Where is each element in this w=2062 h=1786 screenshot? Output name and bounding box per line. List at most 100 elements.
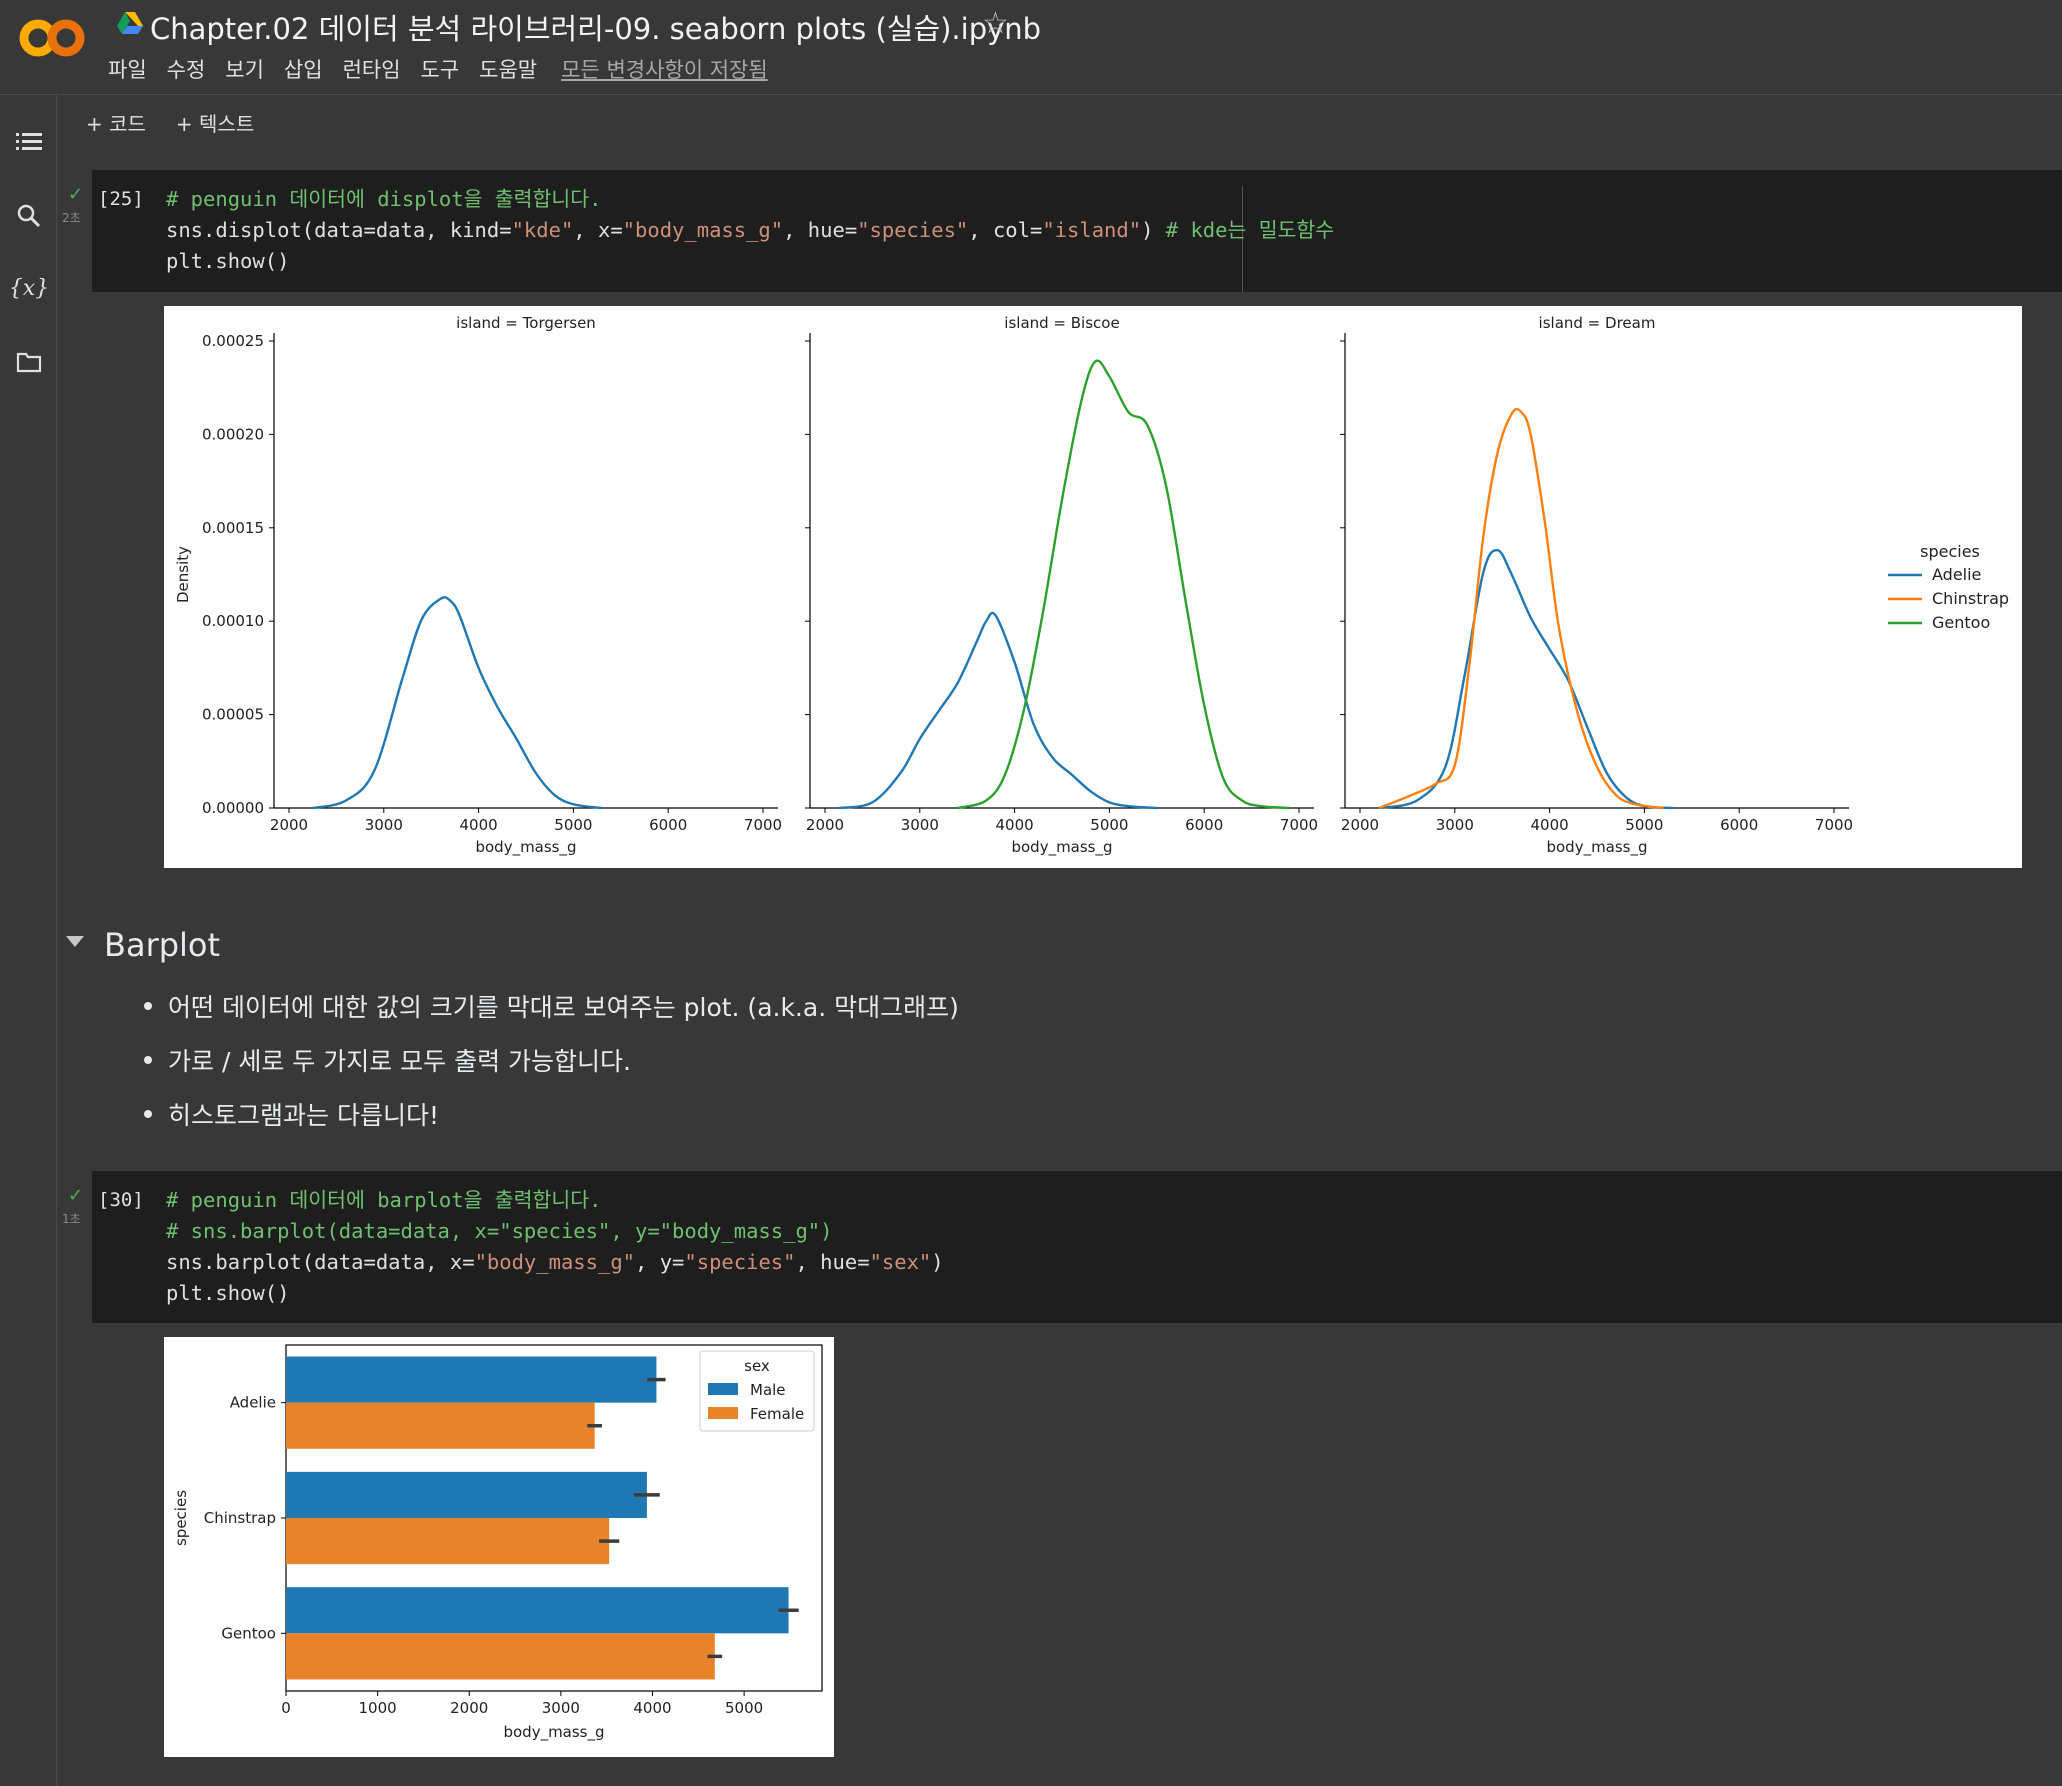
legend-title: species <box>1920 542 1980 561</box>
star-icon[interactable]: ☆ <box>982 6 1009 41</box>
bullet-item: 히스토그램과는 다릅니다! <box>144 1096 959 1150</box>
x-axis-label: body_mass_g <box>475 838 576 857</box>
bar-female <box>286 1518 610 1565</box>
x-tick-label: 4000 <box>996 816 1034 834</box>
x-tick-label: 7000 <box>1815 816 1853 834</box>
y-tick-label: Chinstrap <box>204 1509 276 1527</box>
bar-male <box>286 1471 647 1518</box>
legend-title: sex <box>744 1357 770 1375</box>
menu-view[interactable]: 보기 <box>225 58 264 82</box>
legend-label: Adelie <box>1932 565 1981 584</box>
code-line[interactable]: plt.show() <box>166 1281 290 1305</box>
x-tick-label: 6000 <box>649 816 687 834</box>
y-tick-label: 0.00025 <box>202 332 264 350</box>
y-axis-label: species <box>172 1490 190 1546</box>
x-tick-label: 5000 <box>725 1699 763 1717</box>
code-line[interactable]: plt.show() <box>166 249 290 273</box>
code-cell[interactable]: [30] <box>92 1171 2062 1323</box>
kde-line-gentoo <box>957 359 1290 810</box>
x-tick-label: 2000 <box>1341 816 1379 834</box>
subplot-title: island = Dream <box>1539 314 1656 332</box>
x-axis-label: body_mass_g <box>503 1723 604 1742</box>
collapse-section-icon[interactable] <box>66 936 84 947</box>
x-tick-label: 5000 <box>554 816 592 834</box>
legend-label: Female <box>750 1405 804 1423</box>
cell-runtime: 1초 <box>62 1212 81 1226</box>
legend-swatch <box>708 1407 738 1419</box>
legend-label: Male <box>750 1381 786 1399</box>
legend-label: Chinstrap <box>1932 589 2009 608</box>
x-tick-label: 3000 <box>542 1699 580 1717</box>
code-line[interactable]: sns.barplot(data=data, x="body_mass_g", … <box>166 1250 944 1274</box>
add-text-button[interactable]: + 텍스트 <box>175 112 255 136</box>
y-tick-label: Adelie <box>230 1394 276 1412</box>
bar-female <box>286 1633 715 1680</box>
x-tick-label: 4000 <box>1531 816 1569 834</box>
x-tick-label: 7000 <box>1280 816 1318 834</box>
menu-edit[interactable]: 수정 <box>166 58 206 82</box>
kde-facet-chart: 0.00000 0.00005 0.00010 0.00015 0.00020 0.000… <box>174 314 2009 857</box>
notebook-title[interactable]: Chapter.02 데이터 분석 라이브러리-09. seaborn plot… <box>150 12 1042 46</box>
bullet-list: 어떤 데이터에 대한 값의 크기를 막대로 보여주는 plot. (a.k.a.… <box>144 988 959 1150</box>
menu-tools[interactable]: 도구 <box>420 58 460 82</box>
x-tick-label: 3000 <box>1436 816 1474 834</box>
cell-output-bar: Adelie Chinstrap Gentoo 0 1000 2000 3000 4000 50… <box>164 1337 834 1757</box>
y-axis-label: Density <box>174 546 192 603</box>
x-tick-label: 2000 <box>270 816 308 834</box>
code-line[interactable]: # penguin 데이터에 barplot을 출력합니다. <box>166 1188 602 1212</box>
subplot-title: island = Torgersen <box>456 314 596 332</box>
x-tick-label: 5000 <box>1090 816 1128 834</box>
x-tick-label: 1000 <box>359 1699 397 1717</box>
ruler-line <box>1242 186 1243 292</box>
menu-help[interactable]: 도움말 <box>479 58 538 82</box>
x-tick-label: 4000 <box>460 816 498 834</box>
bullet-item: 가로 / 세로 두 가지로 모두 출력 가능합니다. <box>144 1042 959 1096</box>
kde-line-adelie <box>1378 549 1673 810</box>
bar-male <box>286 1356 657 1403</box>
add-code-button[interactable]: + 코드 <box>86 112 146 136</box>
x-tick-label: 6000 <box>1185 816 1223 834</box>
x-tick-label: 4000 <box>633 1699 671 1717</box>
section-heading: Barplot <box>104 926 221 964</box>
bullet-item: 어떤 데이터에 대한 값의 크기를 막대로 보여주는 plot. (a.k.a.… <box>144 988 959 1042</box>
code-line[interactable]: sns.displot(data=data, kind="kde", x="bo… <box>166 218 1335 242</box>
variables-icon[interactable]: {x} <box>8 275 50 301</box>
kde-line-chinstrap <box>1378 407 1664 810</box>
code-line[interactable]: # penguin 데이터에 displot을 출력합니다. <box>166 187 602 211</box>
cell-output-kde: 0.00000 0.00005 0.00010 0.00015 0.00020 0.000… <box>164 306 2022 868</box>
left-sidebar: {x} <box>0 95 57 1786</box>
table-of-contents-icon[interactable] <box>14 127 44 157</box>
notebook-toolbar: + 코드 + 텍스트 <box>86 108 254 137</box>
execution-count: [30] <box>98 1189 144 1211</box>
y-tick-label: 0.00015 <box>202 519 264 537</box>
x-tick-label: 7000 <box>744 816 782 834</box>
x-tick-label: 6000 <box>1720 816 1758 834</box>
x-tick-label: 2000 <box>450 1699 488 1717</box>
kde-line-adelie <box>312 596 602 810</box>
app-header: Chapter.02 데이터 분석 라이브러리-09. seaborn plot… <box>0 0 2062 95</box>
menu-bar: 파일 수정 보기 삽입 런타임 도구 도움말 모든 변경사항이 저장됨 <box>108 54 768 84</box>
x-tick-label: 3000 <box>365 816 403 834</box>
run-success-icon: ✓ <box>68 184 84 205</box>
y-tick-label: 0.00005 <box>202 706 264 724</box>
x-tick-label: 5000 <box>1625 816 1663 834</box>
menu-file[interactable]: 파일 <box>108 58 147 82</box>
menu-insert[interactable]: 삽입 <box>283 58 323 82</box>
run-success-icon: ✓ <box>68 1185 84 1206</box>
legend-label: Gentoo <box>1932 613 1990 632</box>
search-icon[interactable] <box>14 201 44 231</box>
x-tick-label: 0 <box>281 1699 291 1717</box>
legend-swatch <box>708 1383 738 1395</box>
x-tick-label: 2000 <box>806 816 844 834</box>
x-tick-label: 3000 <box>901 816 939 834</box>
x-axis-label: body_mass_g <box>1011 838 1112 857</box>
code-line[interactable]: # sns.barplot(data=data, x="species", y=… <box>166 1219 833 1243</box>
kde-line-adelie <box>839 611 1157 810</box>
y-tick-label: Gentoo <box>221 1624 276 1642</box>
save-status[interactable]: 모든 변경사항이 저장됨 <box>561 58 768 82</box>
code-cell[interactable]: [25] <box>92 170 2062 292</box>
folder-icon[interactable] <box>14 347 44 377</box>
y-tick-label: 0.00010 <box>202 612 264 630</box>
colab-logo[interactable] <box>18 16 88 60</box>
menu-runtime[interactable]: 런타임 <box>342 58 401 82</box>
